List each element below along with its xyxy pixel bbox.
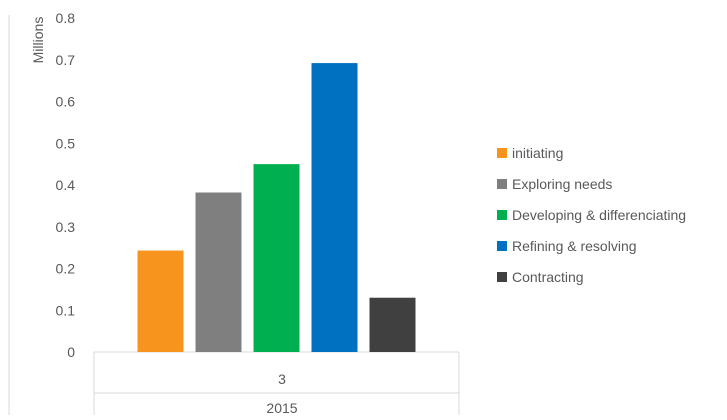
y-tick-label: 0.7	[56, 52, 76, 68]
y-tick-label: 0.4	[56, 177, 76, 193]
legend-swatch	[497, 148, 507, 158]
y-axis-label: Millions	[30, 17, 46, 64]
y-tick-label: 0.6	[56, 94, 76, 110]
legend: initiating Exploring needs Developing & di…	[497, 145, 686, 285]
bar-contracting	[369, 297, 416, 352]
legend-swatch	[497, 179, 507, 189]
y-tick-label: 0.8	[56, 10, 76, 26]
legend-label: Developing & differenciating	[512, 207, 686, 223]
bar-exploring-needs	[195, 192, 242, 352]
legend-swatch	[497, 272, 507, 282]
legend-label: Refining & resolving	[512, 238, 637, 254]
y-tick-label: 0.5	[56, 135, 76, 151]
legend-label: Exploring needs	[512, 176, 612, 192]
y-tick-label: 0.2	[56, 261, 76, 277]
y-tick-label: 0	[67, 344, 75, 360]
legend-swatch	[497, 241, 507, 251]
x-category-outer-label: 2015	[266, 400, 297, 415]
legend-label: Contracting	[512, 269, 584, 285]
x-category-inner-label: 3	[278, 371, 286, 387]
legend-label: initiating	[512, 145, 563, 161]
bar-initiating	[137, 250, 184, 352]
y-ticks: 0 0.1 0.2 0.3 0.4 0.5 0.6 0.7 0.8	[56, 10, 76, 360]
bar-refining-resolving	[311, 63, 358, 353]
legend-swatch	[497, 210, 507, 220]
bars	[137, 63, 416, 353]
y-tick-label: 0.1	[56, 302, 76, 318]
bar-developing-differenciating	[253, 164, 300, 352]
y-tick-label: 0.3	[56, 219, 76, 235]
